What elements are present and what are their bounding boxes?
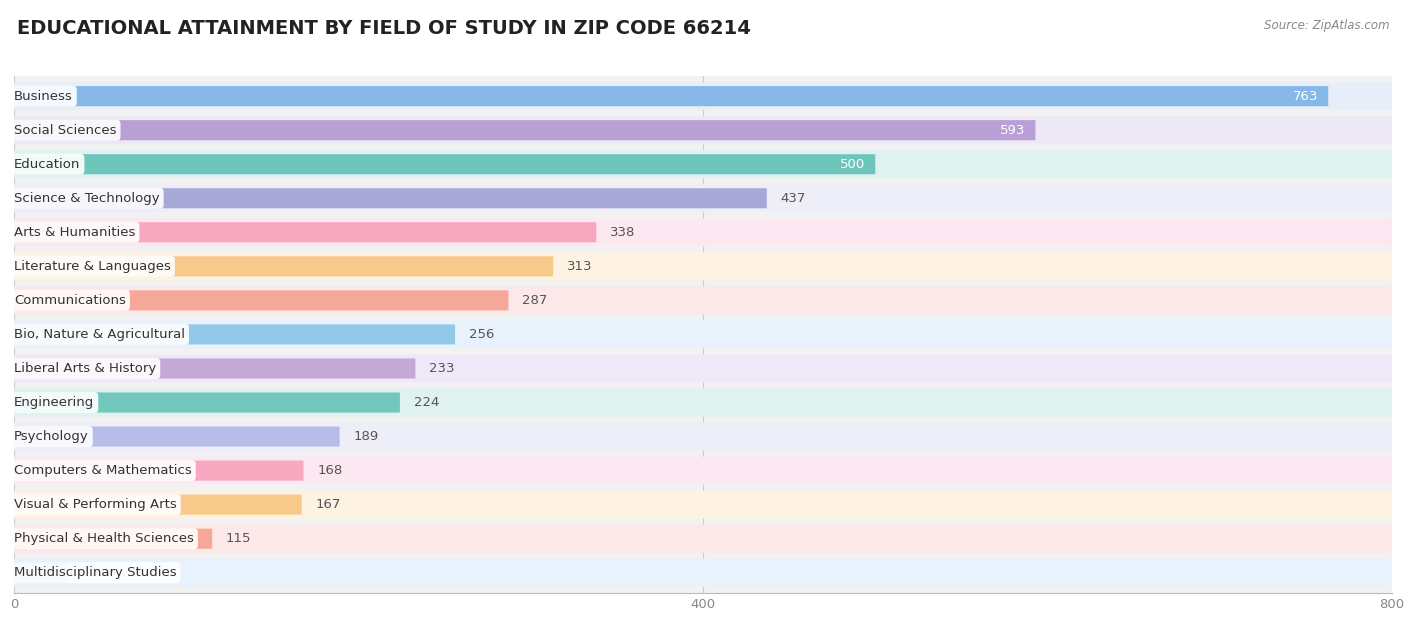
FancyBboxPatch shape (14, 256, 553, 276)
FancyBboxPatch shape (14, 116, 1392, 144)
FancyBboxPatch shape (14, 86, 1329, 106)
Text: 31: 31 (82, 566, 98, 579)
FancyBboxPatch shape (14, 525, 1392, 553)
FancyBboxPatch shape (14, 563, 67, 583)
Text: 189: 189 (353, 430, 378, 443)
Text: Education: Education (14, 158, 80, 171)
FancyBboxPatch shape (14, 491, 1392, 519)
Text: Bio, Nature & Agricultural: Bio, Nature & Agricultural (14, 328, 186, 341)
Text: Social Sciences: Social Sciences (14, 124, 117, 137)
FancyBboxPatch shape (14, 290, 509, 310)
FancyBboxPatch shape (14, 423, 1392, 451)
Text: 256: 256 (468, 328, 494, 341)
FancyBboxPatch shape (14, 457, 1392, 485)
FancyBboxPatch shape (14, 529, 212, 549)
Text: 233: 233 (429, 362, 454, 375)
FancyBboxPatch shape (14, 82, 1392, 110)
Text: 287: 287 (522, 294, 547, 307)
FancyBboxPatch shape (14, 154, 876, 174)
FancyBboxPatch shape (14, 218, 1392, 246)
FancyBboxPatch shape (14, 392, 399, 413)
Text: 167: 167 (315, 498, 340, 511)
FancyBboxPatch shape (14, 559, 1392, 587)
Text: Physical & Health Sciences: Physical & Health Sciences (14, 532, 194, 545)
FancyBboxPatch shape (14, 120, 1035, 140)
Text: 763: 763 (1292, 90, 1317, 103)
FancyBboxPatch shape (14, 286, 1392, 314)
FancyBboxPatch shape (14, 427, 340, 447)
Text: EDUCATIONAL ATTAINMENT BY FIELD OF STUDY IN ZIP CODE 66214: EDUCATIONAL ATTAINMENT BY FIELD OF STUDY… (17, 19, 751, 38)
Text: Arts & Humanities: Arts & Humanities (14, 226, 135, 239)
Text: 168: 168 (318, 464, 343, 477)
Text: 500: 500 (839, 158, 865, 171)
Text: 115: 115 (226, 532, 252, 545)
FancyBboxPatch shape (14, 184, 1392, 212)
Text: Computers & Mathematics: Computers & Mathematics (14, 464, 191, 477)
Text: Source: ZipAtlas.com: Source: ZipAtlas.com (1264, 19, 1389, 32)
Text: 437: 437 (780, 192, 806, 205)
Text: Business: Business (14, 90, 73, 103)
FancyBboxPatch shape (14, 355, 1392, 382)
Text: 338: 338 (610, 226, 636, 239)
FancyBboxPatch shape (14, 321, 1392, 348)
Text: 593: 593 (1000, 124, 1025, 137)
Text: Visual & Performing Arts: Visual & Performing Arts (14, 498, 177, 511)
FancyBboxPatch shape (14, 389, 1392, 416)
Text: Liberal Arts & History: Liberal Arts & History (14, 362, 156, 375)
Text: 313: 313 (567, 260, 592, 273)
Text: Psychology: Psychology (14, 430, 89, 443)
FancyBboxPatch shape (14, 495, 302, 515)
Text: Literature & Languages: Literature & Languages (14, 260, 172, 273)
Text: Communications: Communications (14, 294, 127, 307)
FancyBboxPatch shape (14, 461, 304, 481)
Text: Multidisciplinary Studies: Multidisciplinary Studies (14, 566, 177, 579)
FancyBboxPatch shape (14, 188, 766, 208)
FancyBboxPatch shape (14, 252, 1392, 280)
FancyBboxPatch shape (14, 222, 596, 242)
Text: 224: 224 (413, 396, 439, 409)
Text: Science & Technology: Science & Technology (14, 192, 160, 205)
FancyBboxPatch shape (14, 150, 1392, 178)
FancyBboxPatch shape (14, 358, 415, 379)
Text: Engineering: Engineering (14, 396, 94, 409)
FancyBboxPatch shape (14, 324, 456, 345)
